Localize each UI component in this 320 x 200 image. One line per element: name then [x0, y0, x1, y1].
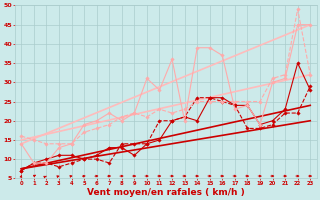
X-axis label: Vent moyen/en rafales ( km/h ): Vent moyen/en rafales ( km/h ) [87, 188, 244, 197]
